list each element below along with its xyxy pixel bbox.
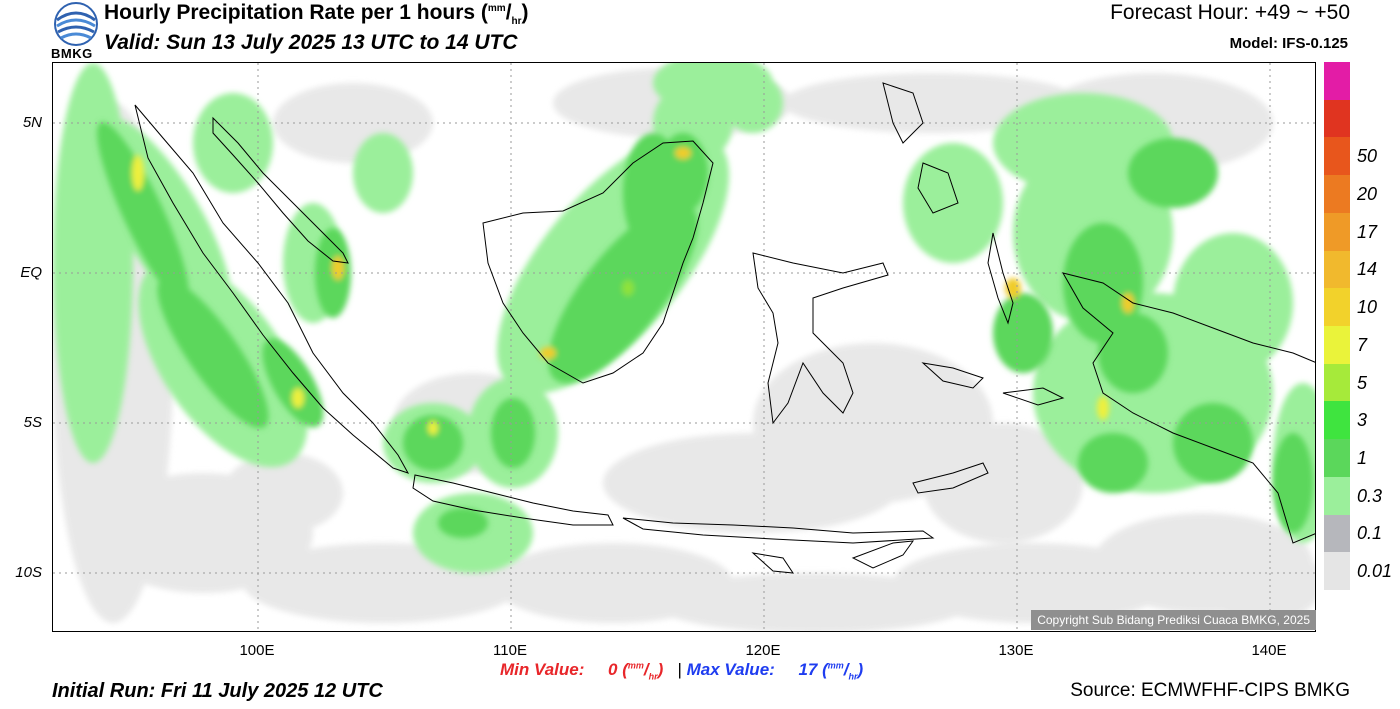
rain-cell [438, 508, 488, 538]
lon-label-120e: 120E [745, 642, 781, 659]
lat-label-eq: EQ [20, 264, 42, 281]
rain-cell [1128, 138, 1218, 208]
legend-swatch [1324, 175, 1350, 214]
rain-cell [923, 423, 1083, 543]
legend-swatch [1324, 476, 1350, 516]
legend-swatch [1324, 99, 1350, 138]
coastlines [134, 82, 1315, 574]
rain-cell [353, 133, 413, 213]
legend-swatch [1324, 137, 1350, 176]
rain-cell [1203, 543, 1315, 623]
min-max-values: Min Value: 0 (mm/hr) | Max Value: 17 (mm… [500, 660, 864, 682]
rain-cell [603, 433, 903, 533]
legend-label: 20 [1357, 184, 1378, 204]
lon-label-100e: 100E [239, 642, 275, 659]
rain-cell [97, 121, 189, 305]
lat-label-5s: 5S [23, 414, 42, 431]
rain-cell [903, 143, 1003, 263]
rain-cell [723, 73, 783, 133]
logo-text: BMKG [51, 46, 93, 61]
forecast-hour: Forecast Hour: +49 ~ +50 [1110, 1, 1350, 24]
legend-swatch [1324, 401, 1350, 440]
rain-cell [157, 277, 269, 429]
color-legend [1324, 62, 1350, 591]
rain-cell [132, 155, 144, 191]
rain-cell [1173, 403, 1253, 483]
copyright-notice: Copyright Sub Bidang Prediksi Cuaca BMKG… [1031, 610, 1316, 630]
legend-swatch [1324, 514, 1350, 553]
rain-cell [1078, 433, 1148, 493]
model-name: Model: IFS-0.125 [1229, 35, 1348, 52]
rain-cell [658, 133, 708, 213]
rain-cell [193, 93, 273, 193]
rain-cell [1097, 396, 1109, 420]
legend-swatch [1324, 326, 1350, 365]
rain-cell [1005, 278, 1021, 298]
rain-cell [292, 388, 304, 408]
max-value: 17 [798, 660, 818, 679]
min-label: Min Value: [500, 660, 585, 679]
rain-cell [332, 256, 344, 280]
legend-swatch [1324, 212, 1350, 252]
legend-label: 10 [1357, 297, 1378, 318]
legend-label: 14 [1357, 259, 1378, 280]
rain-cell [403, 415, 463, 471]
legend-label: 0.1 [1357, 523, 1383, 544]
rain-cell [540, 347, 556, 359]
data-source: Source: ECMWFHF-CIPS BMKG [1070, 680, 1350, 701]
rain-cell [262, 338, 324, 428]
rain-cell [675, 147, 691, 159]
rain-cell [1173, 233, 1293, 373]
rain-cell [428, 421, 438, 435]
legend-swatch [1324, 363, 1350, 402]
legend-label: 17 [1357, 221, 1378, 242]
rain-cell [653, 573, 973, 631]
legend-label: 7 [1357, 334, 1368, 355]
legend-label: 5 [1357, 372, 1368, 393]
min-value: 0 [608, 660, 618, 679]
legend-swatch [1324, 62, 1350, 101]
lon-label-130e: 130E [998, 642, 1034, 659]
legend-label: 50 [1357, 146, 1378, 167]
lon-label-110e: 110E [493, 642, 527, 659]
rain-cell [223, 453, 343, 533]
bmkg-logo [52, 2, 100, 60]
chart-title: Hourly Precipitation Rate per 1 hours (m… [104, 1, 529, 28]
lat-label-5n: 5N [22, 114, 42, 131]
valid-time: Valid: Sun 13 July 2025 13 UTC to 14 UTC [104, 31, 518, 54]
legend-label: 0.3 [1357, 485, 1383, 506]
precipitation-map [52, 62, 1316, 632]
rain-cell [993, 293, 1053, 373]
legend-label: 0.01 [1357, 561, 1393, 582]
legend-label: 1 [1357, 448, 1368, 468]
max-label: Max Value: [686, 660, 775, 679]
rain-cell [993, 93, 1173, 193]
lon-label-140e: 140E [1251, 642, 1287, 659]
legend-label: 3 [1357, 410, 1368, 431]
legend-swatch [1324, 552, 1350, 591]
rain-cell [622, 280, 634, 296]
rain-cell [1273, 433, 1313, 533]
rain-cell [1098, 313, 1168, 393]
initial-run: Initial Run: Fri 11 July 2025 12 UTC [52, 680, 383, 702]
rain-cell [491, 398, 535, 468]
lat-label-10s: 10S [15, 564, 42, 581]
legend-swatch [1324, 439, 1350, 478]
legend-swatch [1324, 288, 1350, 327]
legend-swatch [1324, 250, 1350, 289]
